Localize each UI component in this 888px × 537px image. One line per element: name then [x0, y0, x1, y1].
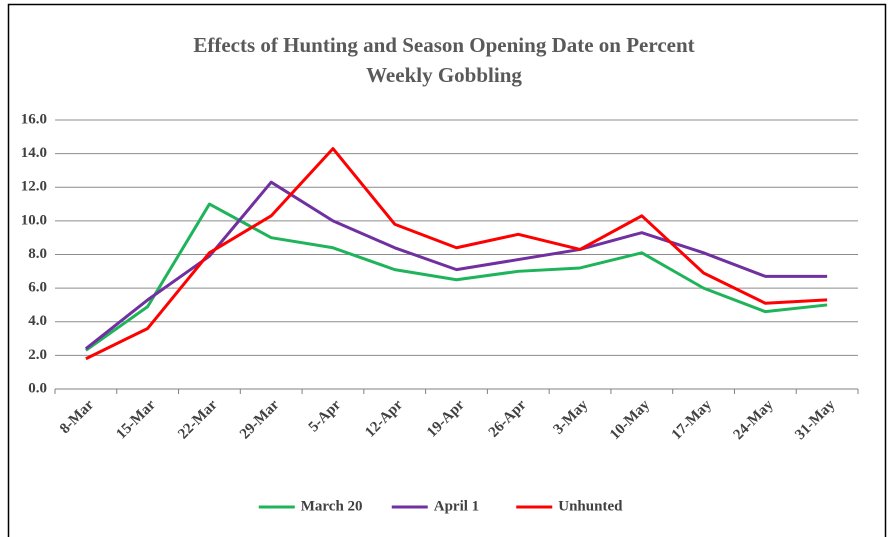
series-line: [85, 202, 828, 352]
legend-label: Unhunted: [558, 498, 623, 514]
y-tick-label: 8.0: [28, 246, 47, 262]
y-tick-label: 14.0: [21, 145, 47, 161]
chart-title: Effects of Hunting and Season Opening Da…: [193, 33, 695, 87]
legend-label: April 1: [434, 498, 479, 514]
chart-frame: [7, 3, 887, 537]
y-tick-label: 16.0: [21, 111, 47, 127]
y-tick-label: 10.0: [21, 212, 47, 228]
y-tick-label: 0.0: [28, 380, 47, 396]
y-tick-label: 12.0: [21, 179, 47, 195]
y-tick-label: 2.0: [28, 347, 47, 363]
y-tick-label: 6.0: [28, 280, 47, 296]
y-tick-label: 4.0: [28, 313, 47, 329]
series-line: [85, 147, 828, 361]
series-line: [84, 180, 828, 350]
legend-label: March 20: [301, 498, 363, 514]
